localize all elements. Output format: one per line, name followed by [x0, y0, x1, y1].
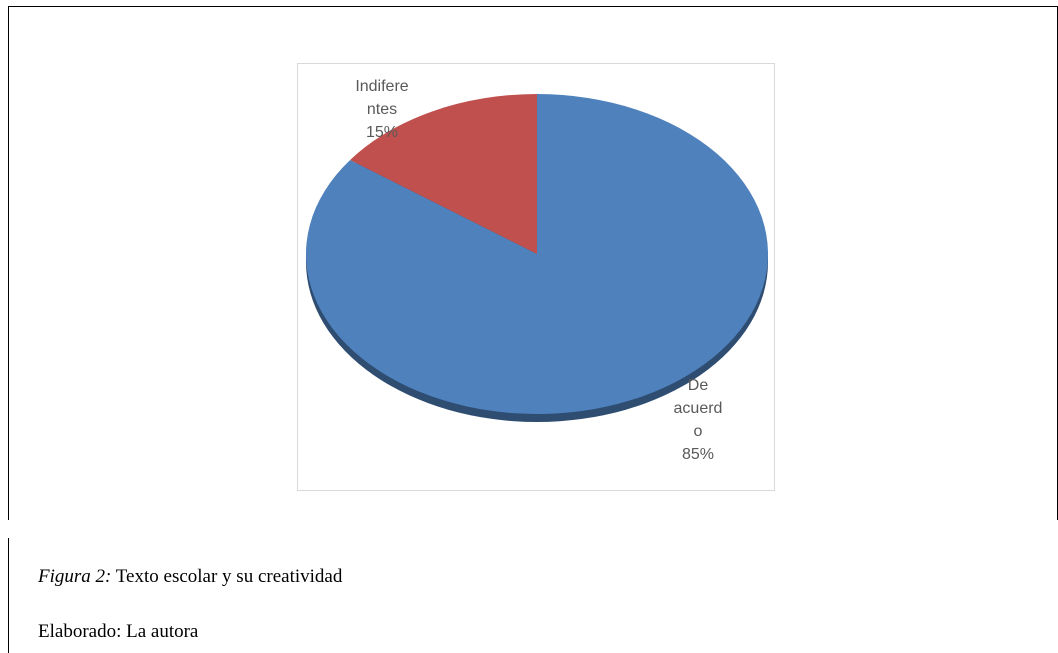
figure-text: Texto escolar y su creatividad: [111, 566, 343, 587]
pie-chart-svg: De acuerd o 85% Indifere ntes 15%: [305, 78, 768, 463]
pie-slice-label-1: Indifere ntes 15%: [355, 78, 408, 141]
figure-caption: Figura 2: Texto escolar y su creatividad: [38, 566, 342, 588]
pie-slice-label-0: De acuerd o 85%: [674, 377, 723, 463]
frame-edge: [8, 538, 9, 653]
pie-slice-1: [350, 94, 537, 254]
figure-label: Figura 2:: [38, 566, 112, 587]
pie-slice-0: [305, 94, 768, 414]
pie-chart: De acuerd o 85% Indifere ntes 15%: [297, 63, 775, 491]
figure-credit: Elaborado: La autora: [38, 621, 199, 642]
